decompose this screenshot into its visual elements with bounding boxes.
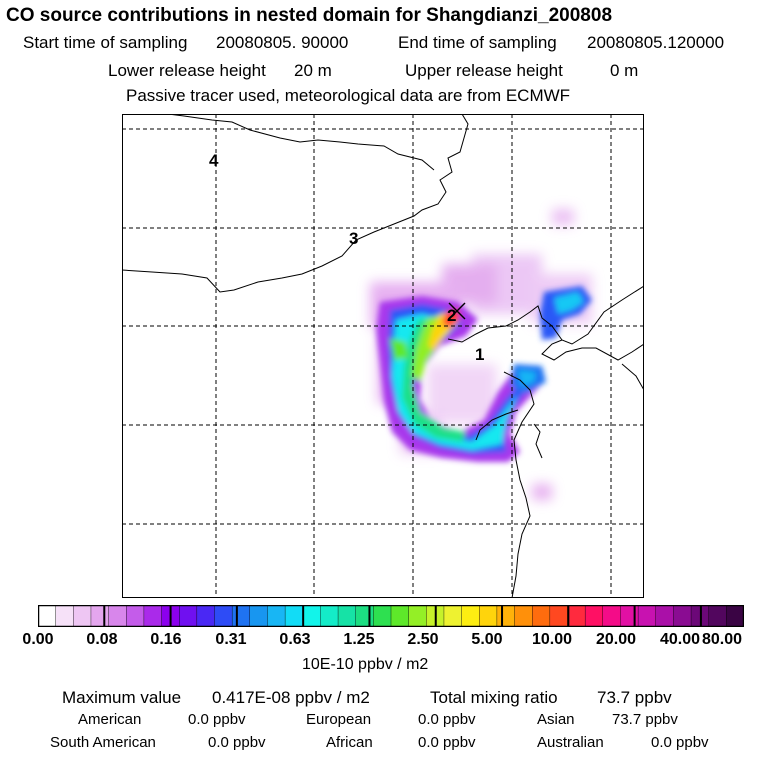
region-name: South American	[50, 734, 156, 751]
colorbar-tick-label: 0.31	[215, 631, 247, 648]
colorbar-cell	[655, 605, 674, 627]
colorbar-tick-label: 1.25	[343, 631, 375, 648]
colorbar-cell	[637, 605, 657, 627]
end-time-label: End time of sampling	[398, 33, 557, 52]
region-name: Australian	[537, 734, 604, 751]
site-label-4: 4	[209, 151, 219, 170]
lower-release-label: Lower release height	[108, 61, 266, 80]
end-time-value: 20080805.120000	[587, 33, 725, 52]
region-value: 0.0 ppbv	[651, 734, 709, 751]
colorbar-cell	[708, 605, 727, 627]
colorbar-tick-label: 0.16	[150, 631, 182, 648]
total-mixing-value: 73.7 ppbv	[597, 688, 672, 707]
region-value: 0.0 ppbv	[208, 734, 266, 751]
max-value-label: Maximum value	[62, 688, 182, 707]
colorbar-cell	[73, 605, 92, 627]
colorbar-cell	[90, 605, 110, 627]
colorbar-cell	[461, 605, 480, 627]
colorbar-cell	[108, 605, 127, 627]
colorbar-cell	[532, 605, 551, 627]
colorbar-cell	[284, 605, 304, 627]
site-label-2: 2	[447, 306, 456, 325]
start-time-value: 20080805. 90000	[216, 33, 349, 52]
site-label-1: 1	[475, 345, 484, 364]
region-name: European	[306, 711, 372, 728]
colorbar-cell	[514, 605, 533, 627]
total-mixing-label: Total mixing ratio	[430, 688, 558, 707]
colorbar-tick-label: 0.00	[22, 631, 54, 648]
receptor-marker	[448, 302, 466, 320]
colorbar-tick-label: 10.00	[531, 631, 573, 648]
region-value: 73.7 ppbv	[612, 711, 678, 728]
tracer-note: Passive tracer used, meteorological data…	[126, 86, 571, 105]
colorbar-cell	[567, 605, 586, 627]
colorbar-cell	[196, 605, 216, 627]
region-value: 0.0 ppbv	[418, 734, 476, 751]
lower-release-value: 20 m	[294, 61, 332, 80]
colorbar-cell	[373, 605, 392, 627]
colorbar-tick-label: 80.00	[701, 631, 743, 648]
region-name: Asian	[537, 711, 575, 728]
region-name: African	[326, 734, 373, 751]
lat-lon-grid	[122, 114, 644, 598]
site-label-3: 3	[349, 229, 358, 248]
colorbar-cell	[38, 605, 57, 627]
colorbar-tick-label: 0.08	[86, 631, 118, 648]
colorbar-tick-label: 0.63	[279, 631, 311, 648]
colorbar-cell	[496, 605, 516, 627]
colorbar-cell	[726, 605, 744, 627]
colorbar-cell	[231, 605, 251, 627]
colorbar-cell	[302, 605, 321, 627]
colorbar-cell	[620, 605, 639, 627]
colorbar-cell	[549, 605, 569, 627]
colorbar-cell	[479, 605, 498, 627]
page-title: CO source contributions in nested domain…	[6, 5, 613, 26]
max-value: 0.417E-08 ppbv / m2	[212, 688, 370, 707]
colorbar-cell	[214, 605, 233, 627]
region-value: 0.0 ppbv	[418, 711, 476, 728]
colorbar-unit: 10E-10 ppbv / m2	[302, 656, 429, 673]
colorbar-cell	[673, 605, 692, 627]
colorbar-cell	[178, 605, 198, 627]
coastline	[122, 114, 644, 598]
colorbar-cell	[443, 605, 463, 627]
colorbar-cell	[249, 605, 268, 627]
colorbar-tick-label: 20.00	[595, 631, 637, 648]
colorbar-tick-label: 40.00	[659, 631, 701, 648]
colorbar-cell	[143, 605, 163, 627]
colorbar-cell	[584, 605, 604, 627]
region-name: American	[78, 711, 142, 728]
colorbar-cell	[390, 605, 410, 627]
map-frame	[122, 114, 644, 598]
colorbar-cell	[320, 605, 339, 627]
upper-release-label: Upper release height	[405, 61, 563, 80]
region-value: 0.0 ppbv	[188, 711, 246, 728]
start-time-label: Start time of sampling	[23, 33, 188, 52]
colorbar-cell	[55, 605, 74, 627]
colorbar-cell	[408, 605, 427, 627]
colorbar-cell	[267, 605, 286, 627]
concentration-plume	[370, 209, 592, 500]
source-contribution-map: x 1 2 3 4	[122, 114, 644, 598]
colorbar-cell	[355, 605, 374, 627]
upper-release-value: 0 m	[610, 61, 639, 80]
colorbar-tick-label: 2.50	[407, 631, 439, 648]
colorbar-cell	[602, 605, 621, 627]
colorbar-cell	[126, 605, 145, 627]
colorbar-tick-label: 5.00	[471, 631, 503, 648]
color-scale-bar	[38, 605, 744, 627]
colorbar-cell	[337, 605, 357, 627]
